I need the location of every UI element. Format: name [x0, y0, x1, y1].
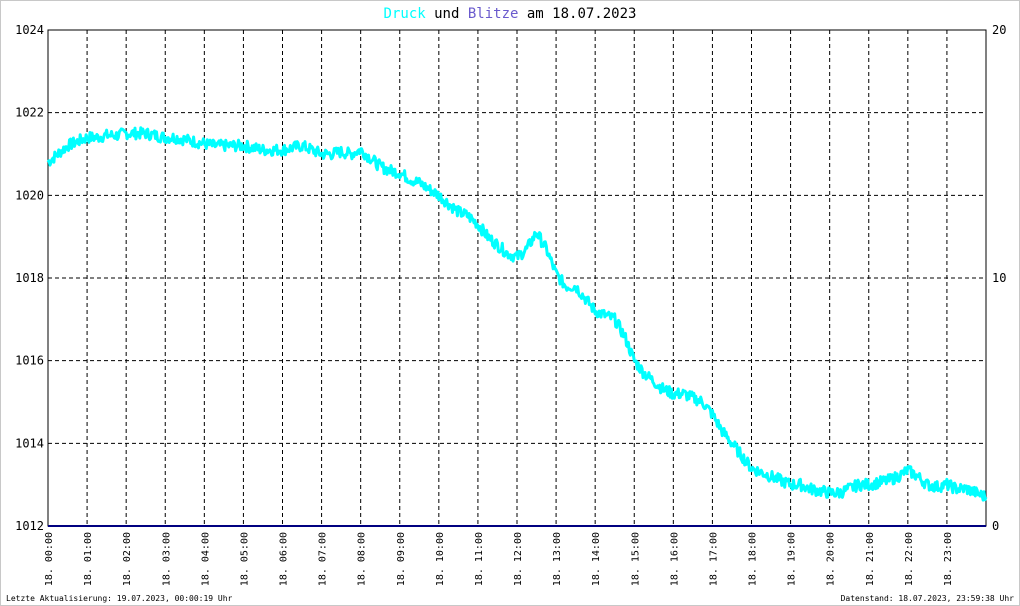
- right-axis-ticks: 0 10 20: [992, 23, 1006, 533]
- x-tick-label: 18. 11:00: [474, 532, 485, 586]
- y-tick-label: 1012: [15, 519, 44, 533]
- x-tick-label: 18. 03:00: [161, 532, 172, 586]
- x-tick-label: 18. 14:00: [591, 532, 602, 586]
- x-tick-label: 18. 22:00: [904, 532, 915, 586]
- x-tick-label: 18. 10:00: [435, 532, 446, 586]
- x-tick-label: 18. 17:00: [708, 532, 719, 586]
- x-tick-label: 18. 16:00: [669, 532, 680, 586]
- x-tick-label: 18. 05:00: [239, 532, 250, 586]
- druck-line: [46, 126, 988, 502]
- x-tick-label: 18. 19:00: [787, 532, 798, 586]
- y-tick-label: 1014: [15, 436, 44, 450]
- x-axis-ticks: 18. 00:00 18. 01:00 18. 02:00 18. 03:00 18. …: [44, 532, 954, 586]
- x-tick-label: 18. 00:00: [44, 532, 55, 586]
- x-tick-label: 18. 20:00: [826, 532, 837, 586]
- title-blitze: Blitze: [468, 6, 519, 22]
- title-und: und: [426, 6, 468, 22]
- footer-last-update: Letzte Aktualisierung: 19.07.2023, 00:00…: [6, 594, 233, 603]
- x-tick-label: 18. 06:00: [279, 532, 290, 586]
- y-tick-label: 1018: [15, 271, 44, 285]
- y-tick-label: 1020: [15, 188, 44, 202]
- x-tick-label: 18. 09:00: [396, 532, 407, 586]
- x-tick-label: 18. 15:00: [630, 532, 641, 586]
- y2-tick-label: 0: [992, 519, 999, 533]
- title-date: am 18.07.2023: [518, 6, 636, 22]
- y-tick-label: 1024: [15, 23, 44, 37]
- y-tick-label: 1016: [15, 354, 44, 368]
- footer-data-status: Datenstand: 18.07.2023, 23:59:38 Uhr: [841, 594, 1015, 603]
- y2-tick-label: 20: [992, 23, 1006, 37]
- grid-lines: [48, 30, 986, 526]
- x-tick-label: 18. 04:00: [200, 532, 211, 586]
- x-tick-label: 18. 21:00: [865, 532, 876, 586]
- x-tick-label: 18. 12:00: [513, 532, 524, 586]
- y2-tick-label: 10: [992, 271, 1006, 285]
- x-tick-label: 18. 23:00: [943, 532, 954, 586]
- x-tick-label: 18. 02:00: [122, 532, 133, 586]
- x-tick-label: 18. 01:00: [83, 532, 94, 586]
- chart-title: Druck und Blitze am 18.07.2023: [384, 6, 637, 22]
- x-tick-label: 18. 18:00: [748, 532, 759, 586]
- x-tick-label: 18. 08:00: [357, 532, 368, 586]
- x-tick-label: 18. 13:00: [552, 532, 563, 586]
- x-tick-label: 18. 07:00: [318, 532, 329, 586]
- left-axis-ticks: 1012 1014 1016 1018 1020 1022 1024: [15, 23, 44, 533]
- series-druck: [46, 126, 988, 502]
- series-layer: [46, 126, 988, 527]
- y-tick-label: 1022: [15, 106, 44, 120]
- title-druck: Druck: [384, 6, 427, 22]
